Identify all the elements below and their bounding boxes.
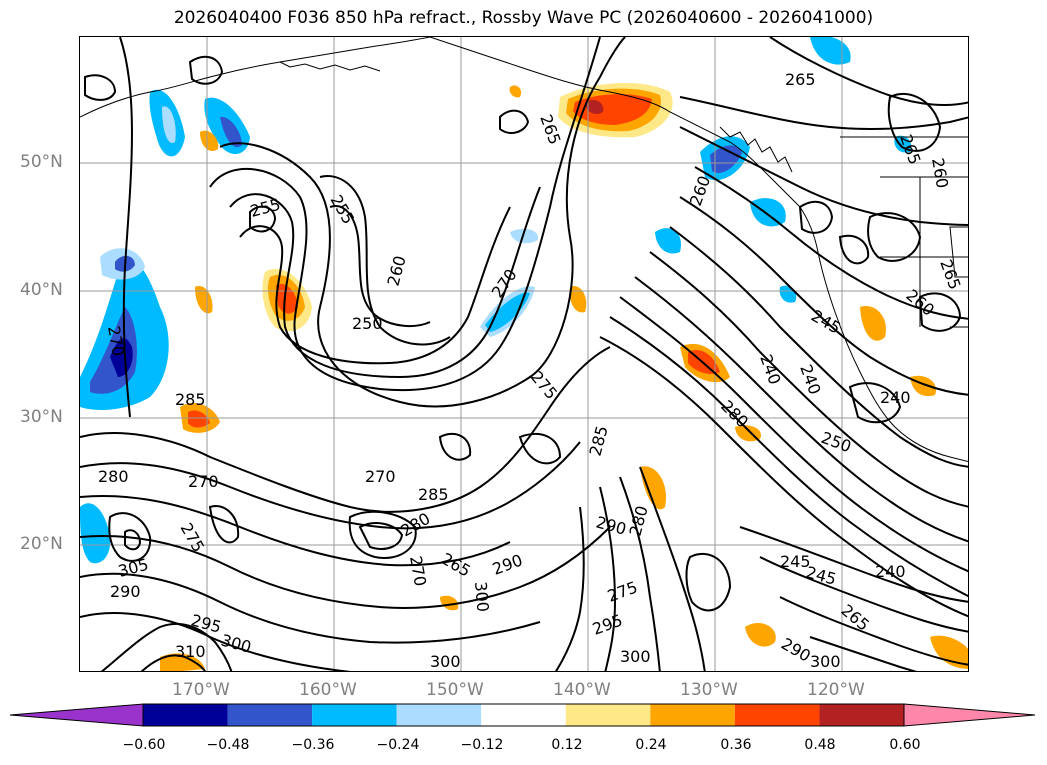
contour-label: 240 <box>875 562 906 581</box>
colorbar-cell <box>565 704 651 726</box>
colorbar-tick: 0.12 <box>551 737 583 753</box>
lon-label: 150°W <box>426 680 484 700</box>
contour-label: 285 <box>418 485 449 504</box>
colorbar-extend-high <box>903 703 1036 727</box>
colorbar-tick: 0.24 <box>635 737 667 753</box>
contour-label: 280 <box>626 504 652 538</box>
colorbar-tick: −0.48 <box>206 737 250 753</box>
contour-label: 245 <box>780 552 811 571</box>
contour-label: 260 <box>384 254 410 288</box>
colorbar-tick: 0.48 <box>804 737 836 753</box>
contour-label: 265 <box>936 257 964 292</box>
refractivity-contours <box>80 37 968 671</box>
contour-label: 240 <box>880 388 911 407</box>
colorbar-tick: −0.12 <box>460 737 504 753</box>
contour-label: 295 <box>590 610 625 638</box>
contour-label: 275 <box>605 577 640 605</box>
colorbar-tick: 0.36 <box>720 737 752 753</box>
colorbar-tick: −0.60 <box>122 737 166 753</box>
colorbar-cell <box>312 704 397 726</box>
lat-label: 30°N <box>20 407 63 427</box>
map-canvas: 265 265 265 260 255 255 250 260 270 285 … <box>80 37 968 671</box>
contour-label: 240 <box>756 352 784 387</box>
contour-label: 260 <box>686 173 714 208</box>
colorbar-tick: 0.60 <box>889 737 921 753</box>
contour-label: 290 <box>778 634 814 666</box>
colorbar-cell <box>481 704 566 726</box>
lat-label: 40°N <box>20 280 63 300</box>
colorbar-cell <box>819 704 904 726</box>
contour-label: 265 <box>837 601 873 635</box>
lon-label: 130°W <box>680 680 738 700</box>
contour-label: 300 <box>471 581 493 613</box>
map-panel: 265 265 265 260 255 255 250 260 270 285 … <box>79 36 969 672</box>
colorbar-cell <box>396 704 482 726</box>
colorbar-cell <box>734 704 820 726</box>
contour-label: 255 <box>248 195 282 221</box>
contour-label: 260 <box>928 156 952 189</box>
contour-labels: 265 265 265 260 255 255 250 260 270 285 … <box>98 70 965 671</box>
lon-label: 170°W <box>172 680 230 700</box>
contour-label: 250 <box>819 428 854 456</box>
lat-lon-grid <box>80 37 968 671</box>
contour-label: 280 <box>98 467 129 486</box>
contour-label: 265 <box>785 70 816 89</box>
map-title: 2026040400 F036 850 hPa refract., Rossby… <box>173 8 874 28</box>
contour-label: 290 <box>110 582 141 601</box>
colorbar-cells <box>10 703 1036 727</box>
colorbar-cell <box>227 704 313 726</box>
contour-label: 300 <box>219 631 253 657</box>
colorbar-cell <box>143 704 228 726</box>
lat-label: 50°N <box>20 152 63 172</box>
coastlines <box>80 37 968 463</box>
contour-label: 270 <box>365 467 396 486</box>
contour-label: 300 <box>810 652 841 671</box>
lon-label: 140°W <box>553 680 611 700</box>
contour-label: 250 <box>352 314 383 333</box>
contour-label: 310 <box>175 642 206 661</box>
lat-label: 20°N <box>20 534 63 554</box>
colorbar <box>10 703 1036 727</box>
contour-label: 265 <box>438 549 474 581</box>
contour-label: 290 <box>490 550 525 578</box>
contour-label: 300 <box>430 652 461 671</box>
contour-label: 270 <box>188 472 219 491</box>
colorbar-cell <box>650 704 735 726</box>
lon-label: 160°W <box>299 680 357 700</box>
colorbar-border <box>142 703 905 727</box>
contour-label: 285 <box>586 424 612 458</box>
contour-label: 270 <box>406 554 430 587</box>
anomaly-shading <box>80 37 968 671</box>
contour-label: 285 <box>175 390 206 409</box>
contour-label: 290 <box>594 513 628 539</box>
colorbar-tick: −0.36 <box>291 737 335 753</box>
colorbar-extend-low <box>10 703 144 727</box>
colorbar-tick: −0.24 <box>376 737 420 753</box>
contour-label: 295 <box>189 611 223 637</box>
contour-label: 300 <box>620 647 651 666</box>
lon-label: 120°W <box>807 680 865 700</box>
